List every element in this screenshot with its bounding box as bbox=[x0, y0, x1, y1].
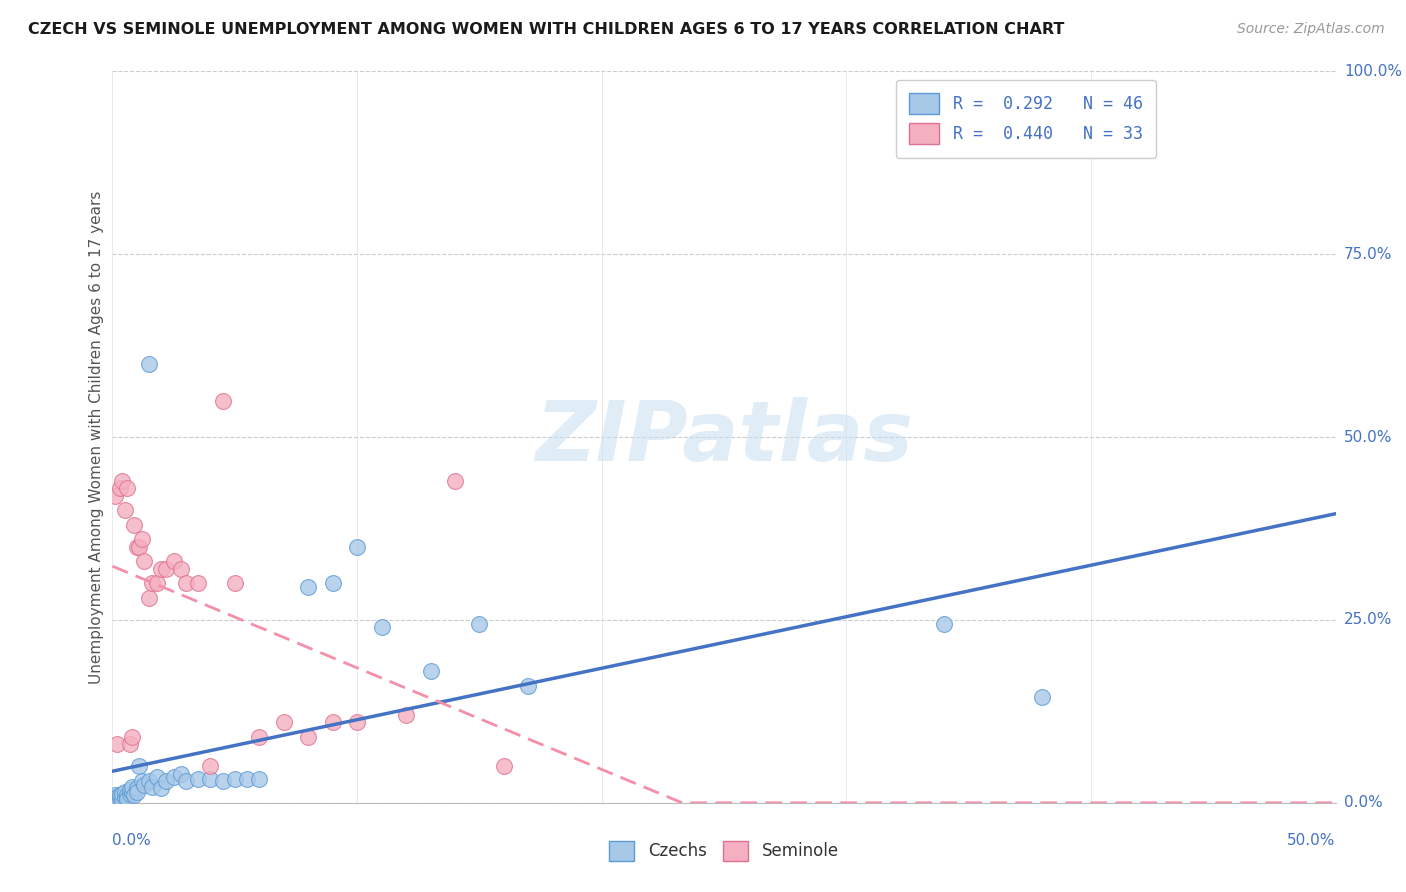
Point bbox=[128, 759, 150, 773]
Point bbox=[297, 730, 319, 744]
Point bbox=[187, 772, 209, 787]
Point bbox=[118, 787, 141, 801]
Point bbox=[105, 794, 128, 808]
Legend: Czechs, Seminole: Czechs, Seminole bbox=[603, 834, 845, 868]
Point bbox=[150, 781, 173, 796]
Point bbox=[125, 785, 148, 799]
Text: 75.0%: 75.0% bbox=[1344, 247, 1392, 261]
Point bbox=[370, 620, 392, 634]
Point bbox=[124, 789, 146, 803]
Point bbox=[211, 393, 233, 408]
Point bbox=[114, 789, 136, 804]
Point bbox=[121, 730, 143, 744]
Point bbox=[395, 708, 418, 723]
Point bbox=[115, 481, 138, 495]
Text: 50.0%: 50.0% bbox=[1288, 833, 1336, 848]
Point bbox=[247, 730, 270, 744]
Point bbox=[131, 773, 153, 788]
Point bbox=[111, 787, 134, 801]
Point bbox=[150, 562, 173, 576]
Point bbox=[468, 616, 491, 631]
Point bbox=[211, 773, 233, 788]
Point bbox=[934, 616, 956, 631]
Point bbox=[108, 789, 131, 803]
Text: 0.0%: 0.0% bbox=[1344, 796, 1382, 810]
Text: Source: ZipAtlas.com: Source: ZipAtlas.com bbox=[1237, 22, 1385, 37]
Point bbox=[128, 540, 150, 554]
Text: CZECH VS SEMINOLE UNEMPLOYMENT AMONG WOMEN WITH CHILDREN AGES 6 TO 17 YEARS CORR: CZECH VS SEMINOLE UNEMPLOYMENT AMONG WOM… bbox=[28, 22, 1064, 37]
Point bbox=[105, 789, 128, 804]
Point bbox=[517, 679, 540, 693]
Point bbox=[104, 489, 127, 503]
Point bbox=[115, 789, 138, 803]
Point bbox=[115, 792, 138, 806]
Point bbox=[163, 554, 186, 568]
Point bbox=[114, 785, 136, 799]
Point bbox=[124, 517, 146, 532]
Point bbox=[247, 772, 270, 786]
Point bbox=[170, 562, 193, 576]
Point bbox=[187, 576, 209, 591]
Point bbox=[108, 791, 131, 805]
Point bbox=[174, 773, 197, 788]
Point bbox=[138, 591, 160, 605]
Point bbox=[104, 792, 127, 806]
Point bbox=[141, 780, 163, 794]
Point bbox=[444, 474, 467, 488]
Point bbox=[125, 540, 148, 554]
Point bbox=[322, 715, 344, 730]
Point bbox=[224, 772, 246, 787]
Point bbox=[224, 576, 246, 591]
Point bbox=[200, 759, 222, 773]
Point bbox=[118, 737, 141, 751]
Point bbox=[134, 554, 156, 568]
Y-axis label: Unemployment Among Women with Children Ages 6 to 17 years: Unemployment Among Women with Children A… bbox=[89, 190, 104, 684]
Point bbox=[155, 773, 177, 788]
Point bbox=[111, 474, 134, 488]
Point bbox=[163, 770, 186, 784]
Point bbox=[111, 793, 134, 807]
Point bbox=[138, 773, 160, 788]
Point bbox=[121, 780, 143, 794]
Text: 100.0%: 100.0% bbox=[1344, 64, 1402, 78]
Point bbox=[114, 503, 136, 517]
Point bbox=[155, 562, 177, 576]
Point bbox=[118, 782, 141, 797]
Point bbox=[1031, 690, 1053, 704]
Point bbox=[273, 715, 295, 730]
Point bbox=[131, 533, 153, 547]
Point bbox=[346, 540, 368, 554]
Point bbox=[419, 664, 441, 678]
Point bbox=[170, 766, 193, 780]
Point bbox=[297, 580, 319, 594]
Text: 25.0%: 25.0% bbox=[1344, 613, 1392, 627]
Point bbox=[125, 781, 148, 796]
Point bbox=[121, 785, 143, 799]
Point bbox=[145, 576, 167, 591]
Point bbox=[134, 777, 156, 792]
Point bbox=[346, 715, 368, 730]
Text: 50.0%: 50.0% bbox=[1344, 430, 1392, 444]
Point bbox=[141, 576, 163, 591]
Point bbox=[108, 481, 131, 495]
Point bbox=[138, 357, 160, 371]
Point bbox=[174, 576, 197, 591]
Point bbox=[236, 772, 259, 786]
Text: ZIPatlas: ZIPatlas bbox=[536, 397, 912, 477]
Point bbox=[145, 770, 167, 784]
Point bbox=[104, 789, 127, 803]
Point bbox=[105, 737, 128, 751]
Point bbox=[200, 772, 222, 786]
Point bbox=[492, 759, 515, 773]
Point bbox=[322, 576, 344, 591]
Text: 0.0%: 0.0% bbox=[112, 833, 152, 848]
